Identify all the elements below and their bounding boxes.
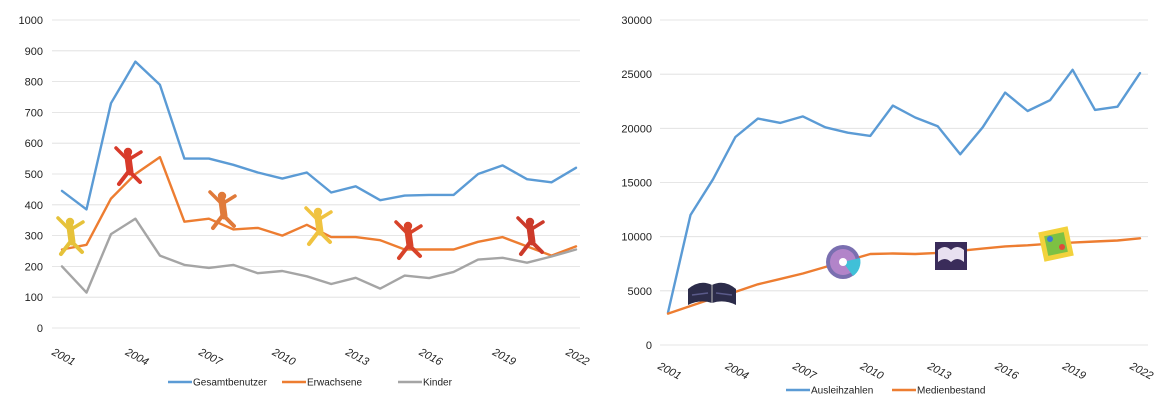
- jumping-person-icon: [304, 206, 333, 246]
- y-tick-label: 15000: [621, 178, 652, 190]
- jumping-person-icon: [394, 220, 423, 260]
- x-tick-label: 2010: [857, 360, 886, 383]
- legend-label: Ausleihzahlen: [811, 386, 873, 397]
- y-tick-label: 500: [25, 169, 43, 181]
- jumping-person-icon: [114, 146, 143, 186]
- x-tick-label: 2019: [1059, 360, 1087, 383]
- x-tick-label: 2001: [49, 346, 77, 369]
- x-tick-label: 2010: [269, 346, 298, 369]
- y-tick-label: 600: [25, 138, 43, 150]
- y-tick-label: 20000: [621, 123, 652, 135]
- book-icon: [935, 242, 967, 270]
- x-tick-label: 2007: [790, 360, 819, 383]
- x-tick-label: 2004: [122, 346, 150, 369]
- open-book-icon: [688, 282, 736, 305]
- x-tick-label: 2013: [343, 346, 372, 369]
- y-tick-label: 300: [25, 231, 43, 243]
- series-line-kinder: [60, 217, 578, 294]
- y-tick-label: 400: [25, 200, 43, 212]
- y-tick-label: 5000: [628, 286, 652, 298]
- x-tick-label: 2013: [925, 360, 954, 383]
- y-tick-label: 800: [25, 77, 43, 89]
- x-tick-label: 2007: [196, 346, 225, 369]
- x-tick-label: 2004: [722, 360, 750, 383]
- legend-label: Gesamtbenutzer: [193, 378, 268, 389]
- y-tick-label: 200: [25, 261, 43, 273]
- x-tick-label: 2001: [655, 360, 683, 383]
- x-tick-label: 2022: [563, 346, 591, 369]
- y-tick-label: 0: [646, 340, 652, 352]
- jumping-person-icon: [56, 216, 85, 256]
- y-tick-label: 1000: [19, 15, 43, 27]
- legend-label: Medienbestand: [917, 386, 985, 397]
- legend-label: Kinder: [423, 378, 453, 389]
- jumping-person-icon: [208, 190, 237, 230]
- y-tick-label: 30000: [621, 15, 652, 27]
- y-tick-label: 100: [25, 292, 43, 304]
- x-tick-label: 2022: [1127, 360, 1155, 383]
- y-tick-label: 25000: [621, 69, 652, 81]
- y-tick-label: 10000: [621, 232, 652, 244]
- cd-disc-icon: [826, 245, 861, 279]
- series-line-erwachsene: [60, 155, 578, 257]
- x-tick-label: 2016: [992, 360, 1021, 383]
- x-tick-label: 2016: [416, 346, 445, 369]
- y-tick-label: 0: [37, 323, 43, 335]
- y-tick-label: 700: [25, 107, 43, 119]
- y-tick-label: 900: [25, 46, 43, 58]
- series-line-ausleihzahlen: [666, 68, 1142, 314]
- jumping-person-icon: [516, 216, 545, 256]
- legend-label: Erwachsene: [307, 378, 362, 389]
- board-game-icon: [1038, 226, 1074, 262]
- chart-loans: 0 5000 10000 15000 20000 25000 30000 2001 2004 20…: [621, 15, 1155, 397]
- chart-users: 0 100 200 300 400 500 600 700 800 900 1000 2001 2004…: [19, 15, 592, 389]
- x-tick-label: 2019: [489, 346, 517, 369]
- series-line-gesamtbenutzer: [60, 60, 578, 211]
